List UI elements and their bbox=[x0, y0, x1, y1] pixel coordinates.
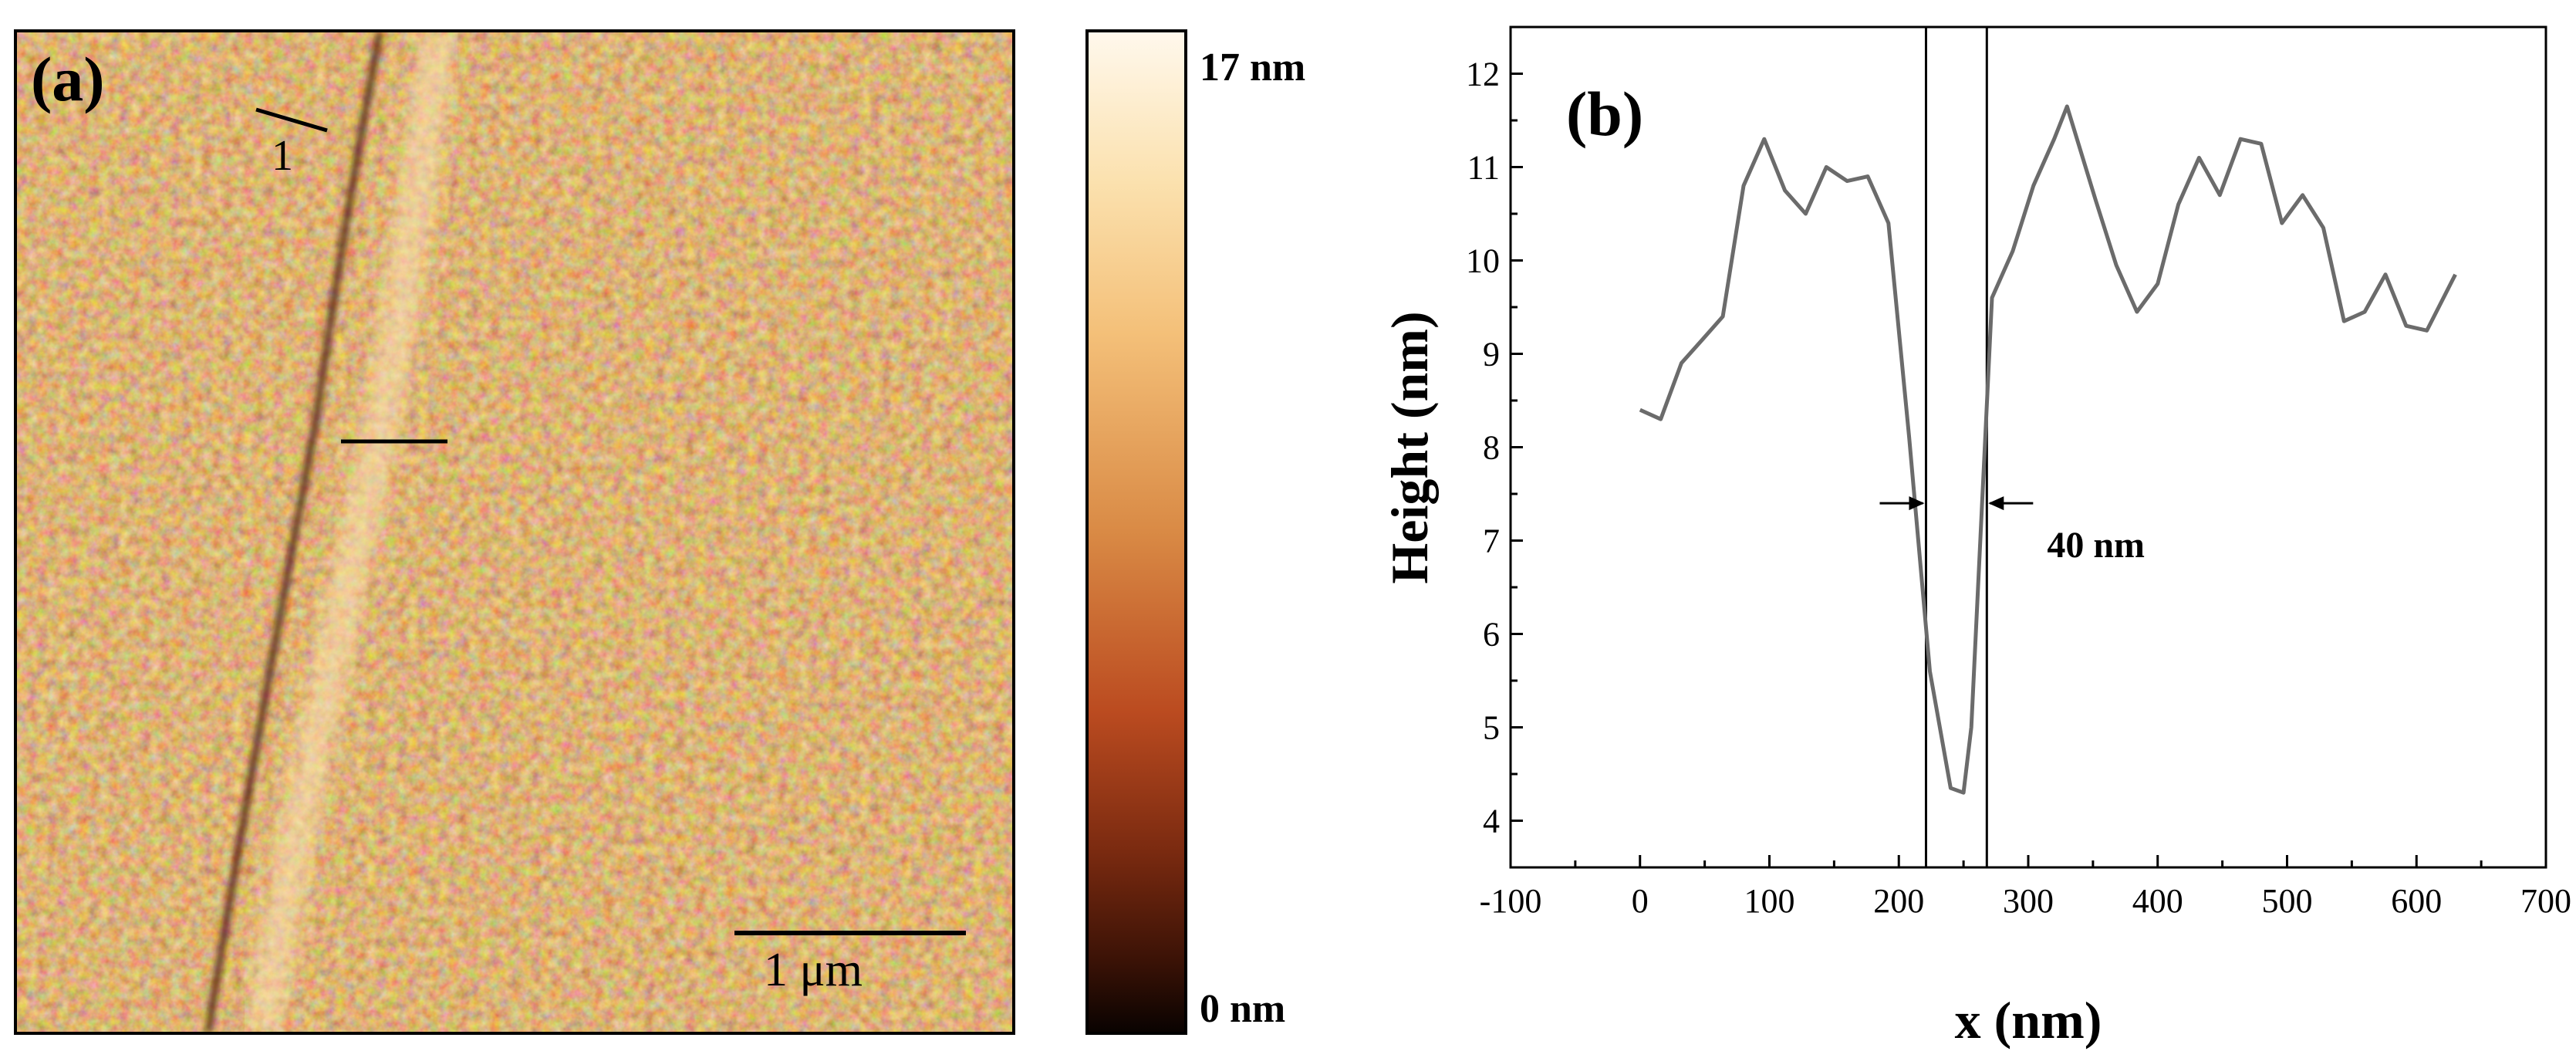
y-axis-ticks: 4 5 6 7 8 9 10 11 12 bbox=[1466, 56, 1523, 840]
y-axis-label: Height (nm) bbox=[1380, 311, 1439, 583]
afm-image: (a) 1 1 μm bbox=[14, 29, 1015, 1035]
y-tick-label: 6 bbox=[1483, 616, 1500, 654]
x-tick-label: 0 bbox=[1632, 882, 1649, 920]
width-markers bbox=[1924, 27, 1988, 867]
y-tick-label: 7 bbox=[1483, 522, 1500, 560]
y-tick-label: 9 bbox=[1483, 336, 1500, 374]
x-tick-label: 400 bbox=[2132, 882, 2183, 920]
profile-line bbox=[255, 107, 328, 133]
colorbar-max-label: 17 nm bbox=[1200, 46, 1306, 90]
height-colorbar bbox=[1085, 29, 1187, 1035]
right-arrow-head bbox=[1988, 496, 2004, 511]
plot-frame bbox=[1509, 25, 2547, 869]
y-tick-label: 10 bbox=[1466, 242, 1500, 280]
x-tick-label: 700 bbox=[2520, 882, 2571, 920]
height-profile-line bbox=[1639, 104, 2457, 795]
afm-height-map bbox=[17, 32, 1012, 1032]
x-axis-label: x (nm) bbox=[1955, 991, 2102, 1050]
x-tick-label: 300 bbox=[2003, 882, 2054, 920]
width-arrows bbox=[1879, 496, 2034, 511]
x-tick-label: 200 bbox=[1873, 882, 1924, 920]
y-tick-label: 12 bbox=[1466, 56, 1500, 93]
colorbar-min-label: 0 nm bbox=[1200, 987, 1286, 1031]
left-arrow-head bbox=[1909, 496, 1925, 511]
y-tick-label: 8 bbox=[1483, 429, 1500, 467]
y-tick-label: 11 bbox=[1467, 149, 1500, 187]
y-tick-label: 4 bbox=[1483, 803, 1500, 840]
x-axis-ticks: -100 0 100 200 300 400 500 600 700 bbox=[1480, 855, 2571, 920]
profile-line-label: 1 bbox=[272, 132, 293, 180]
panel-b-label: (b) bbox=[1566, 79, 1643, 149]
scale-bar-label: 1 μm bbox=[764, 944, 863, 996]
x-tick-label: 100 bbox=[1744, 882, 1795, 920]
y-tick-label: 5 bbox=[1483, 709, 1500, 747]
x-tick-label: 600 bbox=[2391, 882, 2442, 920]
x-tick-label: -100 bbox=[1480, 882, 1542, 920]
x-tick-label: 500 bbox=[2262, 882, 2313, 920]
width-annotation: 40 nm bbox=[2047, 525, 2145, 566]
height-profile-chart: -100 0 100 200 300 400 500 600 700 456789101112 … bbox=[1380, 25, 2571, 1050]
panel-a-label: (a) bbox=[31, 44, 105, 114]
scale-bar bbox=[734, 931, 966, 935]
